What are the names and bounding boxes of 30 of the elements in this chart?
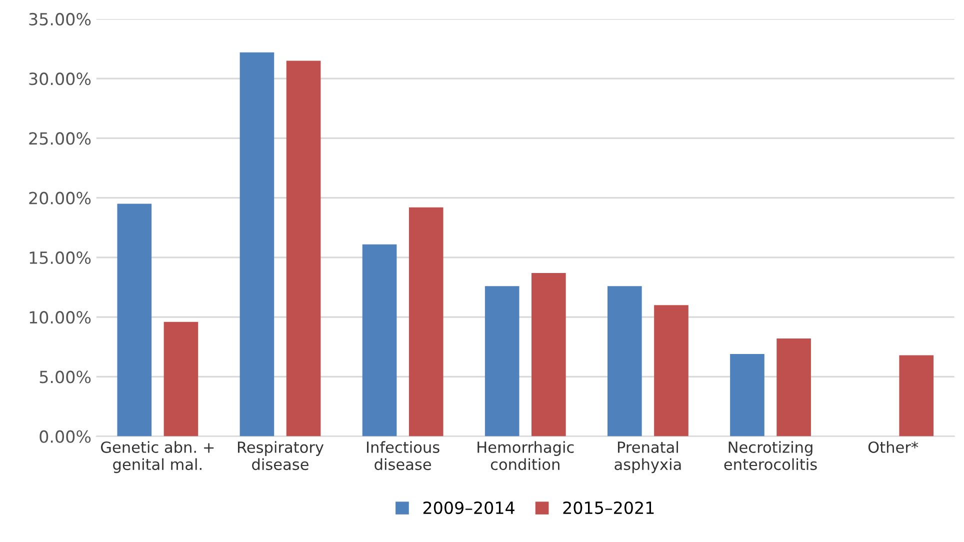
bar [240, 52, 274, 436]
bar [730, 354, 764, 436]
x-tick-label: Respiratory disease [238, 441, 324, 470]
bar [899, 355, 934, 436]
y-tick-label: 20.00% [29, 192, 91, 204]
y-tick-label: 15.00% [30, 251, 91, 264]
bar [532, 272, 566, 436]
legend-label: 2015–2021 [563, 501, 654, 514]
x-tick-label: Prenatal asphyxia [614, 441, 681, 474]
bar [362, 244, 397, 436]
y-tick-label: 35.00% [29, 12, 91, 26]
x-tick-label: Other* [868, 441, 918, 453]
x-tick-label: Infectious disease [367, 441, 440, 470]
bar [117, 204, 152, 436]
y-tick-label: 0.00% [40, 430, 91, 443]
x-tick-label: Necrotizing enterocolitis [724, 441, 817, 470]
x-tick-label: Hemorrhagic condition [478, 441, 574, 470]
bar [776, 338, 811, 436]
y-tick-label: 30.00% [29, 72, 91, 86]
bar [608, 286, 642, 436]
y-tick-label: 25.00% [29, 132, 91, 145]
y-tick-label: 10.00% [30, 311, 91, 324]
bar [286, 60, 321, 436]
bar [164, 322, 198, 436]
x-tick-label: Genetic abn. + genital mal. [101, 441, 214, 474]
y-tick-label: 5.00% [40, 370, 91, 384]
legend-label: 2009–2014 [423, 501, 514, 514]
bar [408, 207, 444, 436]
bar [654, 305, 688, 436]
bar [484, 286, 520, 436]
